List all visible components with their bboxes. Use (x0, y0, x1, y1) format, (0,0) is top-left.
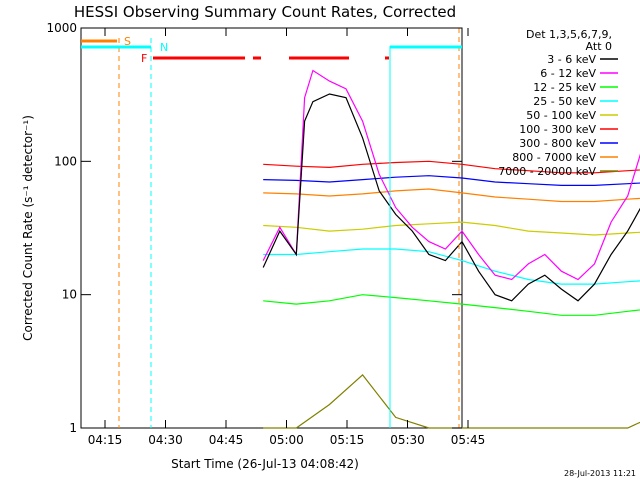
legend-label-1: 6 - 12 keV (540, 67, 596, 80)
legend-header-1: Det 1,3,5,6,7,9, (526, 28, 612, 41)
night-flag-label: N (160, 41, 168, 54)
legend-label-0: 3 - 6 keV (547, 53, 596, 66)
series-line-6 (263, 175, 640, 186)
legend-label-3: 25 - 50 keV (533, 95, 596, 108)
series-line-2 (263, 294, 640, 316)
series-line-7 (263, 188, 640, 203)
y-tick-label-1: 10 (62, 288, 77, 302)
legend-label-4: 50 - 100 keV (526, 109, 596, 122)
x-tick-label-6: 05:45 (451, 433, 486, 447)
x-tick-label-1: 04:30 (148, 433, 183, 447)
series-line-4 (263, 221, 640, 236)
series-line-8 (263, 374, 640, 429)
y-tick-label-2: 100 (54, 154, 77, 168)
y-tick-label-3: 1000 (46, 21, 77, 35)
series-line-0 (262, 93, 640, 302)
legend-label-2: 12 - 25 keV (533, 81, 596, 94)
legend-header-2: Att 0 (586, 40, 612, 53)
series-line-1 (262, 69, 640, 281)
legend-label-8: 7000 - 20000 keV (498, 165, 596, 178)
x-axis-label: Start Time (26-Jul-13 04:08:42) (171, 457, 359, 471)
series-line-3 (263, 248, 640, 285)
x-ticks: 04:15 04:30 04:45 05:00 05:15 05:30 05:45 (88, 28, 486, 447)
y-tick-label-0: 1 (69, 421, 77, 435)
legend-label-6: 300 - 800 keV (519, 137, 596, 150)
x-tick-label-2: 04:45 (209, 433, 244, 447)
legend-label-7: 800 - 7000 keV (512, 151, 596, 164)
x-tick-label-3: 05:00 (269, 433, 304, 447)
saa-flag-label: S (124, 35, 131, 48)
series-line-5 (263, 160, 640, 174)
series-layer (262, 69, 640, 429)
x-tick-label-4: 05:15 (330, 433, 365, 447)
timestamp: 28-Jul-2013 11:21 (564, 469, 636, 478)
y-ticks: 1 10 100 1000 (46, 21, 462, 435)
x-tick-label-5: 05:30 (390, 433, 425, 447)
y-axis-label: Corrected Count Rate (s⁻¹ detector⁻¹) (21, 115, 35, 341)
chart-title: HESSI Observing Summary Count Rates, Cor… (74, 3, 456, 21)
flag-layer: S NF (81, 28, 462, 428)
legend-label-5: 100 - 300 keV (519, 123, 596, 136)
x-tick-label-0: 04:15 (88, 433, 123, 447)
plot-frame (80, 27, 463, 429)
flare-flag-label: F (141, 52, 147, 65)
